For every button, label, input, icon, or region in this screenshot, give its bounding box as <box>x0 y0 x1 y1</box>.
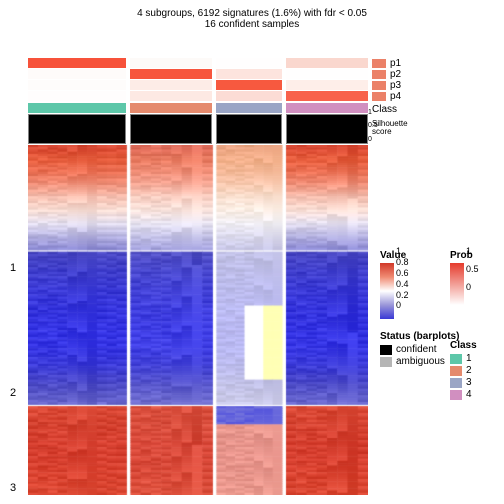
value-colorbar <box>380 263 394 319</box>
column-annotations <box>28 58 368 144</box>
legend-status-title: Status (barplots) <box>380 331 459 342</box>
title-line-2: 16 confident samples <box>8 19 496 30</box>
legend-value-title: Value <box>380 250 459 261</box>
heatmap <box>28 58 368 498</box>
row-label-1: 1 <box>10 262 16 274</box>
heatmap-body <box>28 145 368 495</box>
row-label-3: 3 <box>10 482 16 494</box>
row-section-labels: 1 2 3 <box>6 58 24 498</box>
title-line-1: 4 subgroups, 6192 signatures (1.6%) with… <box>8 8 496 19</box>
legend-prob: Prob 1 0.5 0 <box>450 250 473 305</box>
prob-colorbar <box>450 263 464 305</box>
annotation-labels: p1p2p3p4Class <box>372 58 401 115</box>
row-label-2: 2 <box>10 387 16 399</box>
legend-class: Class 1234 <box>450 340 477 401</box>
legend-status: Status (barplots) confidentambiguous <box>380 331 459 367</box>
legend-class-title: Class <box>450 340 477 351</box>
legend-value: Value 1 0.8 0.6 0.4 0.2 0 Status (barplo… <box>380 250 459 379</box>
